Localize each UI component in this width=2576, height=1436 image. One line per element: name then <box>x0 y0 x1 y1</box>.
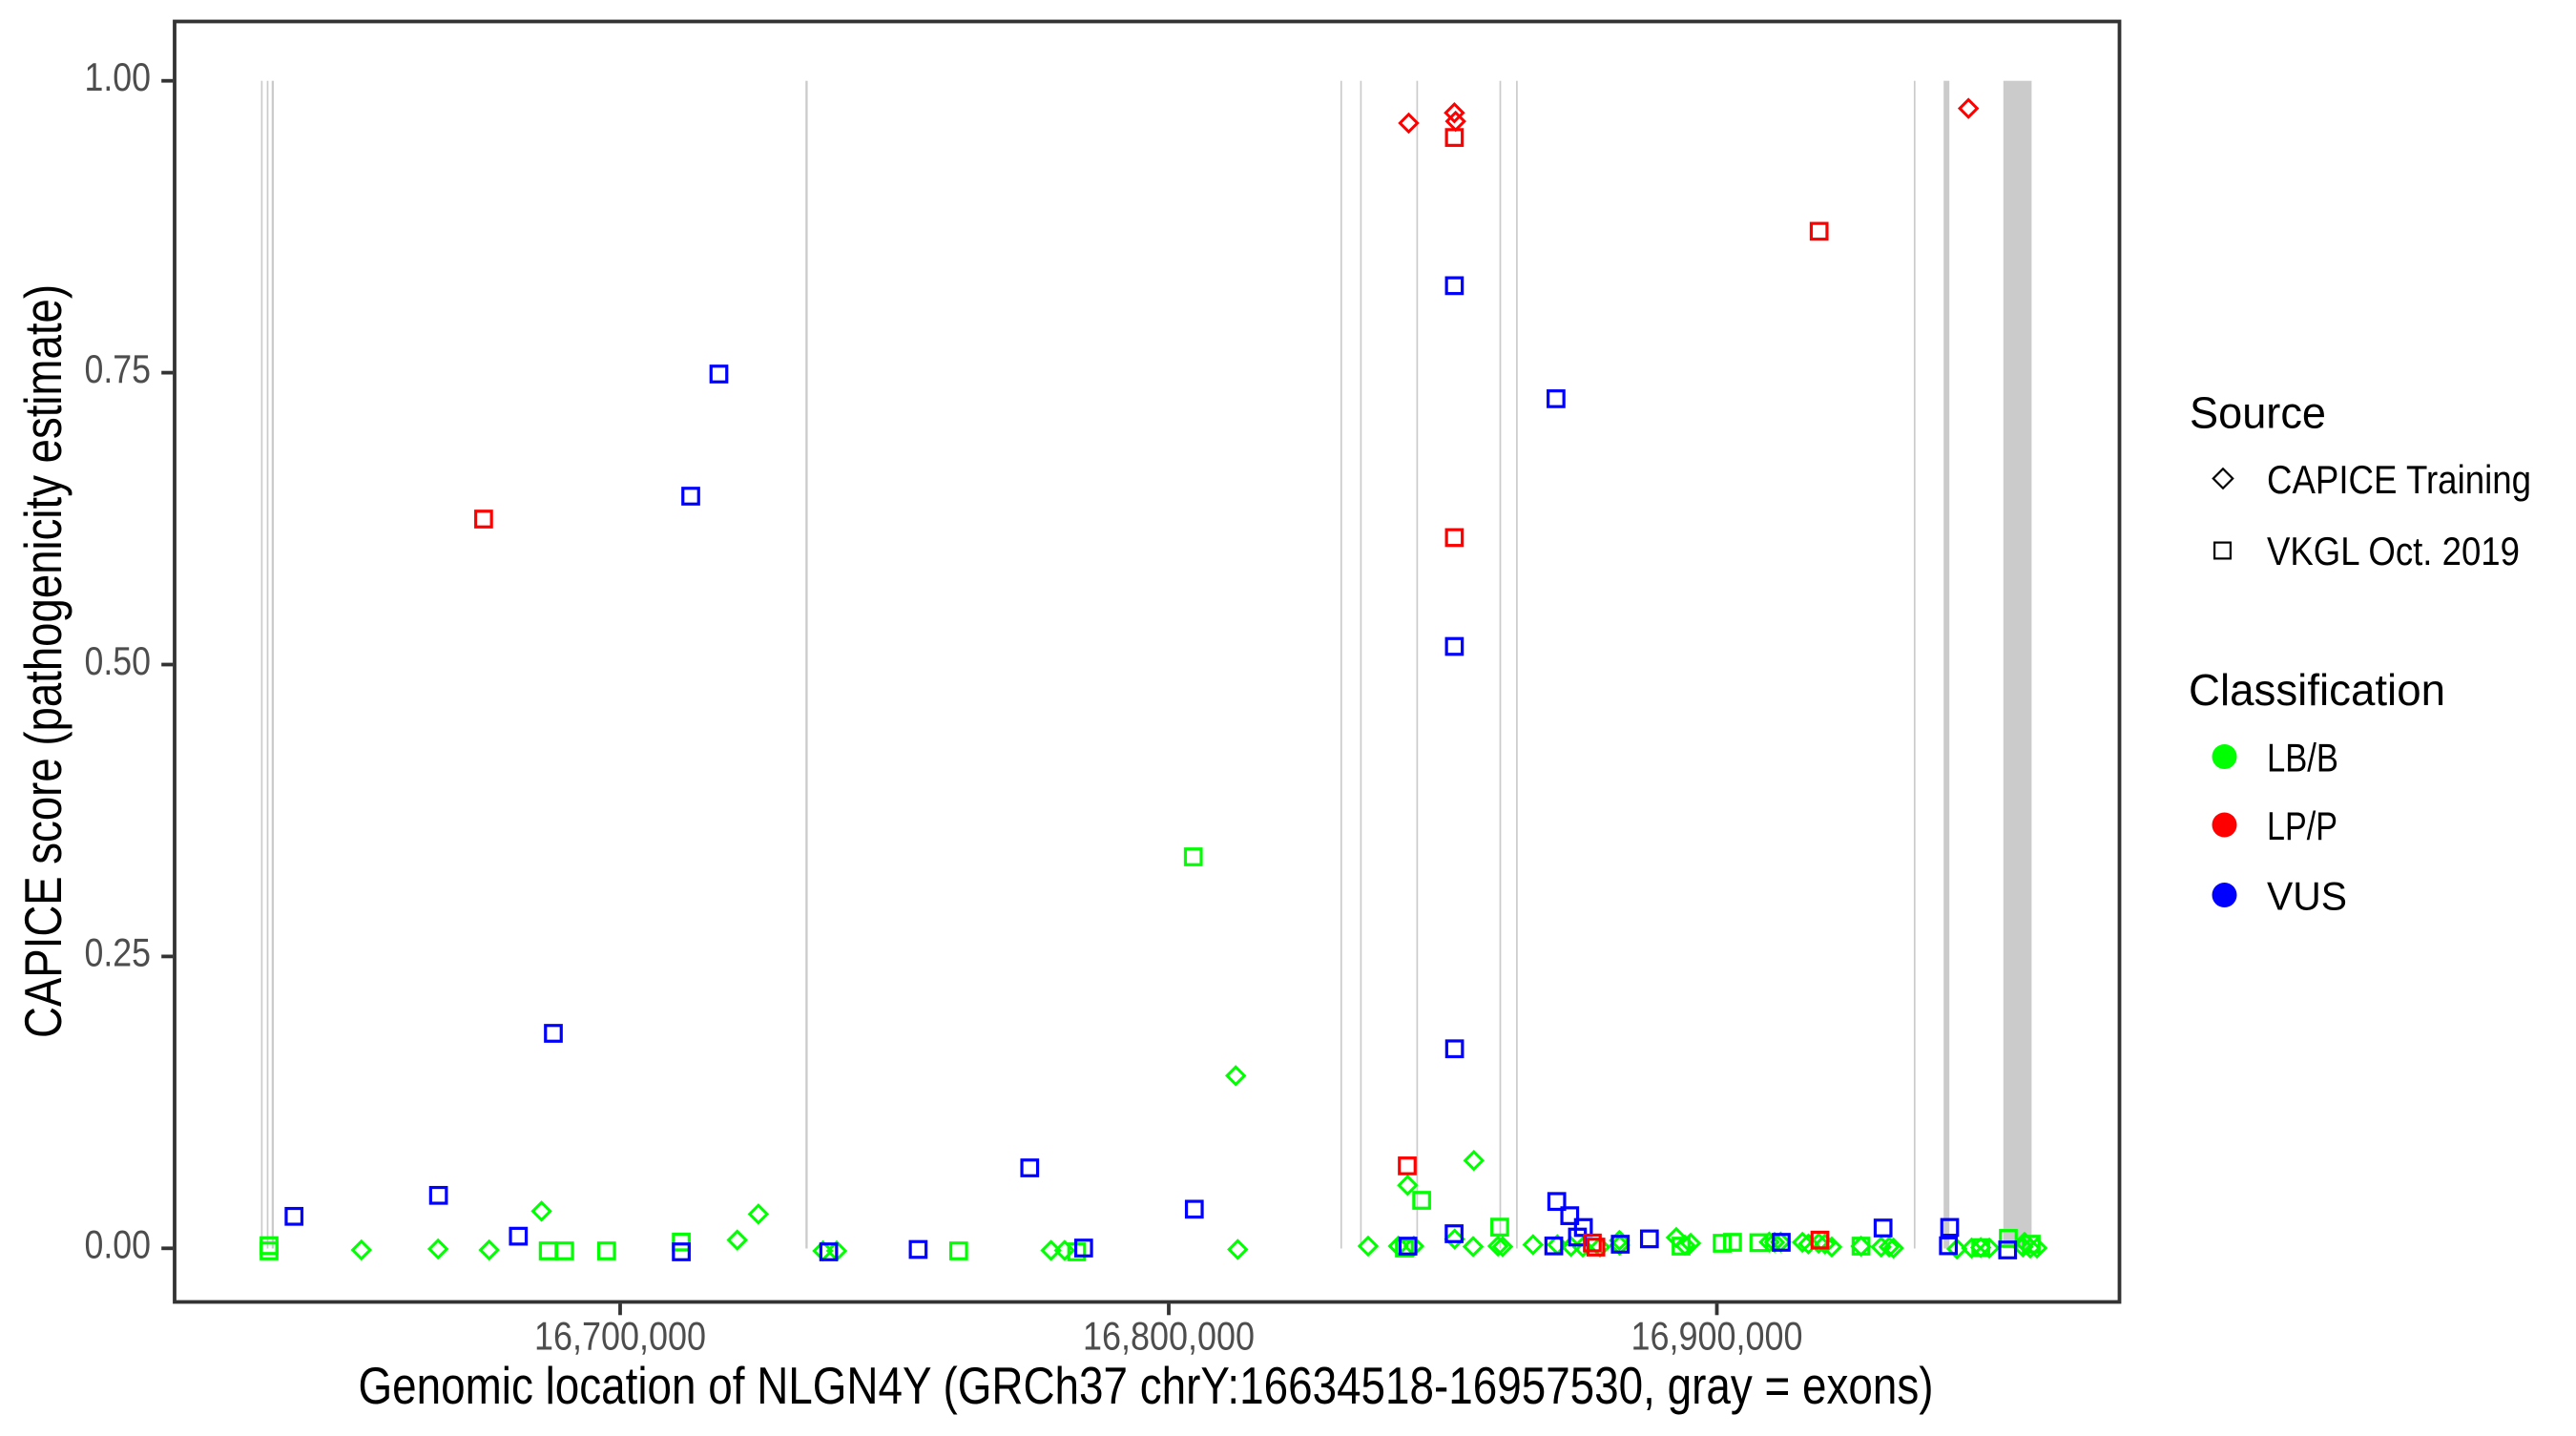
svg-text:16,700,000: 16,700,000 <box>534 1314 706 1359</box>
svg-text:0.00: 0.00 <box>85 1222 152 1267</box>
svg-text:LP/P: LP/P <box>2267 803 2337 848</box>
svg-text:Classification: Classification <box>2189 665 2445 715</box>
svg-text:LB/B: LB/B <box>2267 735 2338 780</box>
svg-text:Genomic location of NLGN4Y (GR: Genomic location of NLGN4Y (GRCh37 chrY:… <box>359 1356 1934 1415</box>
svg-text:VUS: VUS <box>2267 873 2347 918</box>
svg-text:0.25: 0.25 <box>85 930 152 975</box>
svg-text:VKGL Oct. 2019: VKGL Oct. 2019 <box>2267 529 2520 573</box>
svg-text:CAPICE Training: CAPICE Training <box>2267 457 2531 502</box>
svg-text:16,900,000: 16,900,000 <box>1631 1314 1803 1359</box>
svg-text:0.50: 0.50 <box>85 638 152 683</box>
svg-text:1.00: 1.00 <box>85 54 152 99</box>
svg-text:0.75: 0.75 <box>85 346 152 391</box>
svg-text:16,800,000: 16,800,000 <box>1083 1314 1255 1359</box>
svg-text:Source: Source <box>2190 388 2326 438</box>
svg-text:CAPICE score (pathogenicity es: CAPICE score (pathogenicity estimate) <box>13 284 73 1038</box>
